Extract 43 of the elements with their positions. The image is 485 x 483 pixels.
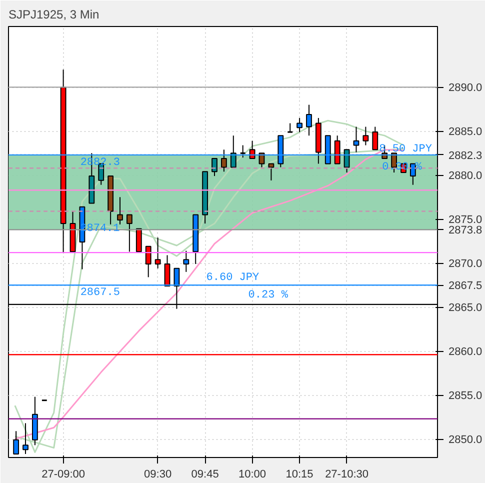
candlestick xyxy=(306,104,312,136)
ref-line-label: 2867.5 xyxy=(448,280,482,292)
y-tick-label: 2875.0 xyxy=(448,214,482,226)
candlestick xyxy=(117,196,123,225)
candlestick xyxy=(164,254,170,286)
candlestick xyxy=(145,246,152,278)
y-tick-label: 2890.0 xyxy=(448,82,482,94)
annotation: 2867.5 xyxy=(80,287,120,300)
candlestick xyxy=(362,126,369,146)
ref-line-label: 2882.3 xyxy=(448,150,482,162)
candlestick xyxy=(212,158,218,177)
y-tick-label: 2850.0 xyxy=(448,434,482,446)
candlestick xyxy=(154,237,161,269)
candlestick xyxy=(230,135,236,168)
candlestick xyxy=(22,422,28,454)
candlestick xyxy=(286,122,294,133)
ref-line-label: 2873.8 xyxy=(448,224,482,237)
x-tick-label: 09:45 xyxy=(191,468,219,480)
candlestick xyxy=(126,214,132,252)
y-tick-label: 2870.0 xyxy=(448,258,482,270)
chart-title: SJPJ1925, 3 Min xyxy=(8,8,100,22)
candlestick xyxy=(296,117,302,133)
x-tick-label: 10:00 xyxy=(238,468,266,480)
candlestick xyxy=(240,144,246,158)
y-tick-label: 2860.0 xyxy=(448,346,482,358)
candlestick xyxy=(410,163,416,186)
x-tick-label: 27-10:30 xyxy=(325,468,369,480)
annotation: 6.60 JPY xyxy=(206,272,260,284)
y-tick-label: 2885.0 xyxy=(448,126,482,138)
x-tick-label: 27-09:00 xyxy=(42,468,86,480)
candlestick xyxy=(183,250,190,272)
candlestick xyxy=(136,228,142,252)
candlestick xyxy=(13,430,20,454)
y-tick-label: 2855.0 xyxy=(448,390,482,402)
annotation: 0.23 % xyxy=(248,289,288,302)
x-tick-label: 09:30 xyxy=(144,468,172,480)
candlestick xyxy=(268,163,274,181)
y-tick-label: 2865.0 xyxy=(448,302,482,314)
candlestick xyxy=(220,149,227,172)
candlestick xyxy=(334,135,340,164)
x-tick-label: 10:15 xyxy=(286,468,314,480)
candlestick xyxy=(372,126,378,150)
y-tick-label: 2880.0 xyxy=(448,170,482,182)
